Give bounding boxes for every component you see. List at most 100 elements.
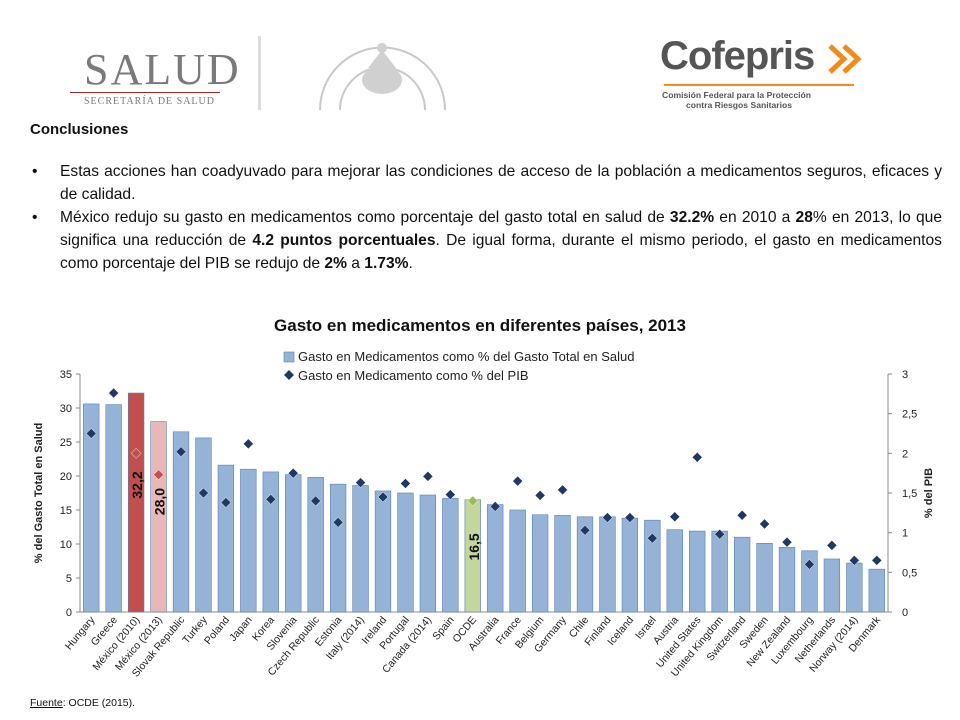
bullet-text-part: . De igual forma, durante el mismo perio…	[60, 232, 942, 272]
x-tick-label: Hungary	[63, 614, 98, 653]
arrows-icon	[828, 44, 862, 74]
source-note: Fuente: OCDE (2015).	[30, 697, 135, 709]
y-axis-title: % del Gasto Total en Salud	[33, 423, 45, 563]
x-tick-label: Poland	[202, 614, 232, 647]
data-point	[624, 512, 636, 523]
bar	[823, 558, 841, 613]
data-point	[422, 470, 434, 482]
y2-tick-label: 1,5	[902, 488, 917, 500]
bar	[689, 530, 706, 613]
bar	[846, 562, 863, 613]
data-label: 16,5	[466, 533, 482, 560]
bar	[576, 516, 594, 613]
data-point	[714, 528, 726, 540]
source-label: Fuente	[30, 697, 63, 709]
cofepris-logo-rule	[664, 84, 854, 86]
section-title: Conclusiones	[30, 121, 129, 138]
bullet-text-part: 32.2%	[669, 209, 715, 226]
source-text: : OCDE (2015).	[62, 697, 136, 709]
bar	[195, 437, 212, 613]
data-point	[85, 428, 97, 439]
bar	[487, 504, 504, 613]
bullet-text: México redujo su gasto en medicamentos c…	[60, 209, 942, 272]
legend-swatch-point	[284, 370, 294, 380]
data-point	[377, 491, 389, 503]
bullet-text-part: 4.2 puntos porcentuales	[252, 232, 436, 249]
data-label: 28,0	[152, 488, 168, 515]
bar	[644, 519, 661, 613]
seal-icon	[319, 43, 446, 110]
bar	[397, 492, 414, 613]
bullet-text: Estas acciones han coadyuvado para mejor…	[60, 163, 942, 203]
header: SALUD SECRETARÍA DE SALUD Cofepris Comis…	[0, 0, 960, 118]
bar	[778, 547, 796, 613]
bar	[172, 431, 190, 613]
x-tick-label: Japan	[227, 614, 255, 644]
y-tick-label: 20	[60, 471, 72, 483]
y2-axis-title: % del PIB	[923, 468, 935, 518]
bar	[621, 517, 639, 613]
bar	[419, 494, 437, 613]
cofepris-logo: Cofepris Comisión Federal para la Protec…	[660, 34, 880, 124]
bullet-text-part: 1.73%	[364, 255, 409, 272]
data-point	[736, 509, 748, 521]
bullet-text-part: en 2010 a	[714, 209, 796, 226]
y2-tick-label: 1	[902, 528, 908, 540]
y2-tick-label: 2,5	[902, 409, 917, 421]
bullet-item-access: • Estas acciones han coadyuvado para mejo…	[30, 160, 942, 206]
bar	[150, 421, 167, 613]
chart-title: Gasto en medicamentos en diferentes país…	[274, 316, 686, 335]
bar	[599, 516, 616, 613]
cofepris-logo-line1: Comisión Federal para la Protección	[662, 90, 812, 100]
y-tick-label: 30	[60, 403, 72, 415]
bar	[329, 483, 347, 613]
bar	[801, 550, 818, 613]
bar	[105, 404, 122, 613]
data-point	[557, 484, 568, 496]
chart: 0 5 10 15 20 25 30 35 0 0,5 1 1,5 2 2,5 3 % del Gasto T…	[33, 349, 935, 680]
data-point	[175, 446, 187, 458]
y2-tick-label: 0,5	[902, 567, 917, 579]
bar	[127, 392, 145, 613]
salud-logo-subtext: SECRETARÍA DE SALUD	[84, 96, 215, 107]
bullet-text-part: 2%	[324, 255, 347, 272]
data-point	[310, 495, 322, 507]
data-label: 32,2	[129, 471, 145, 498]
data-point	[198, 487, 209, 499]
bar	[733, 536, 751, 613]
bar	[374, 490, 392, 613]
data-point	[579, 524, 591, 536]
bullet-text-part: 28	[795, 209, 813, 226]
bar	[307, 477, 324, 613]
bar	[240, 468, 257, 613]
salud-logo-text: SALUD	[84, 45, 241, 94]
data-point	[108, 387, 120, 399]
bar	[442, 498, 459, 613]
bullet-text-part: México redujo su gasto en medicamentos c…	[60, 209, 670, 226]
data-point	[646, 532, 658, 544]
data-point	[871, 555, 883, 566]
bar	[666, 529, 683, 613]
bar	[217, 464, 235, 613]
y-tick-label: 5	[66, 573, 72, 585]
salud-logo: SALUD SECRETARÍA DE SALUD	[70, 44, 239, 114]
bar	[509, 509, 526, 613]
y-tick-label: 10	[60, 539, 72, 551]
cofepris-logo-line2: contra Riesgos Sanitarios	[686, 100, 793, 110]
bullet-dot-icon: •	[32, 209, 38, 226]
bar	[285, 474, 302, 613]
header-divider	[258, 36, 261, 110]
legend-label-bar: Gasto en Medicamentos como % del Gasto T…	[298, 349, 635, 364]
data-point	[669, 511, 681, 523]
data-point	[848, 555, 860, 566]
y-tick-label: 25	[60, 437, 72, 449]
legend-label-point: Gasto en Medicamento como % del PIB	[298, 368, 529, 383]
bar	[554, 515, 571, 613]
y2-tick-label: 0	[902, 607, 908, 619]
data-point	[691, 451, 703, 463]
bar	[868, 568, 885, 613]
data-point	[332, 516, 344, 528]
bullet-list: • Estas acciones han coadyuvado para mejo…	[30, 160, 942, 275]
data-point	[602, 512, 613, 523]
data-point	[512, 475, 524, 487]
